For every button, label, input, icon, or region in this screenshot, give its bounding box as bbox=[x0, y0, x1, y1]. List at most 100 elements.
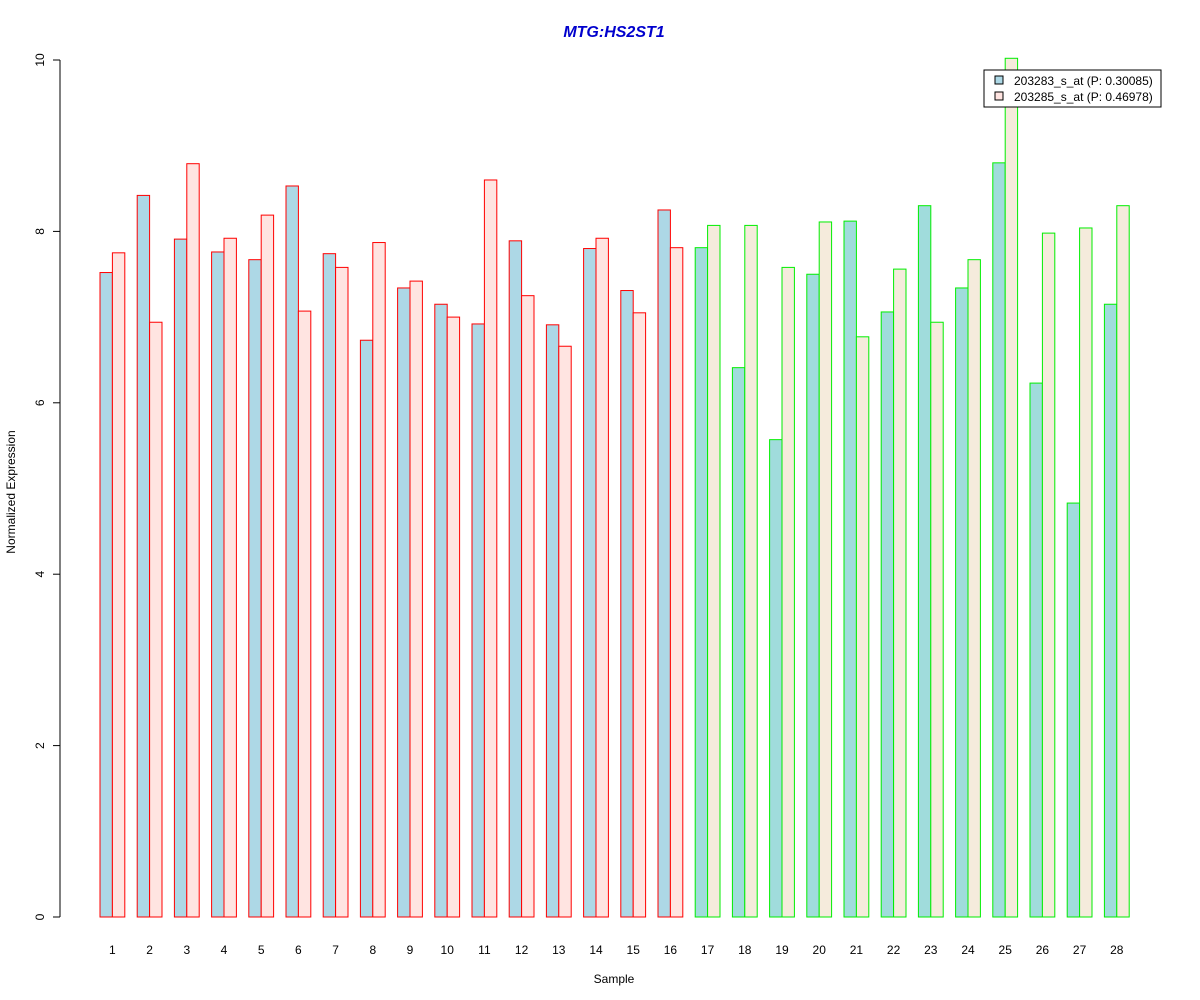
bar-series-2 bbox=[223, 237, 237, 918]
y-tick-label: 2 bbox=[33, 742, 47, 749]
bar-series-2 bbox=[967, 259, 981, 918]
x-tick-label: 2 bbox=[146, 943, 153, 957]
bar-series-1 bbox=[173, 238, 188, 918]
bar-series-1 bbox=[843, 220, 857, 918]
bar-series-1 bbox=[285, 185, 299, 918]
x-tick-label: 23 bbox=[924, 943, 938, 957]
bar-series-2 bbox=[186, 163, 200, 918]
bar-series-2 bbox=[558, 345, 572, 918]
y-tick-label: 10 bbox=[33, 53, 47, 67]
chart-title: MTG:HS2ST1 bbox=[563, 24, 664, 41]
x-tick-label: 9 bbox=[407, 943, 414, 957]
x-tick-label: 5 bbox=[258, 943, 265, 957]
x-tick-label: 22 bbox=[887, 943, 901, 957]
bar-series-1 bbox=[211, 251, 225, 918]
x-tick-label: 16 bbox=[664, 943, 678, 957]
bar-series-1 bbox=[397, 287, 411, 918]
x-tick-label: 10 bbox=[441, 943, 455, 957]
bar-series-2 bbox=[744, 224, 758, 918]
bar-series-1 bbox=[880, 311, 895, 918]
bar-series-2 bbox=[707, 224, 721, 918]
bar-series-1 bbox=[434, 303, 448, 918]
legend: 203283_s_at (P: 0.30085) 203285_s_at (P:… bbox=[983, 69, 1162, 108]
bar-series-2 bbox=[111, 252, 126, 918]
y-tick-label: 8 bbox=[33, 228, 47, 235]
x-tick-label: 20 bbox=[813, 943, 827, 957]
bar-series-1 bbox=[657, 209, 671, 918]
bar-series-2 bbox=[669, 247, 684, 918]
bar-series-1 bbox=[545, 324, 560, 918]
bar-series-2 bbox=[409, 280, 423, 918]
bar-series-1 bbox=[769, 439, 783, 918]
x-tick-label: 13 bbox=[552, 943, 566, 957]
x-tick-label: 25 bbox=[999, 943, 1013, 957]
bar-series-2 bbox=[781, 266, 795, 918]
legend-swatch-series-2 bbox=[994, 91, 1004, 101]
bar-series-2 bbox=[1116, 205, 1130, 918]
bar-series-1 bbox=[359, 339, 374, 918]
bar-series-2 bbox=[297, 310, 312, 918]
bar-series-1 bbox=[731, 367, 746, 918]
bar-series-2 bbox=[930, 321, 944, 918]
bar-series-2 bbox=[260, 214, 275, 918]
bar-series-2 bbox=[893, 268, 907, 918]
bar-series-2 bbox=[335, 266, 349, 918]
legend-box bbox=[983, 69, 1162, 108]
x-tick-label: 14 bbox=[589, 943, 603, 957]
bar-series-1 bbox=[1066, 502, 1081, 918]
bar-series-1 bbox=[136, 194, 151, 918]
x-tick-label: 19 bbox=[775, 943, 789, 957]
bars bbox=[99, 57, 1130, 918]
x-axis-labels: 1 2 3 4 5 6 7 8 9 10 11 12 13 14 15 16 17 18 19 20 21 22 23 24 2… bbox=[109, 943, 1124, 957]
bar-series-1 bbox=[248, 259, 262, 918]
bar-series-2 bbox=[818, 221, 833, 918]
bar-series-1 bbox=[917, 205, 932, 918]
y-tick-label: 0 bbox=[33, 913, 47, 920]
x-tick-label: 1 bbox=[109, 943, 116, 957]
x-tick-label: 12 bbox=[515, 943, 529, 957]
x-tick-label: 18 bbox=[738, 943, 752, 957]
x-axis-label: Sample bbox=[594, 972, 635, 986]
bar-series-2 bbox=[446, 316, 461, 918]
bar-series-1 bbox=[322, 253, 337, 918]
bar-series-1 bbox=[1103, 303, 1118, 918]
y-tick-label: 6 bbox=[33, 399, 47, 406]
bar-series-2 bbox=[1041, 232, 1056, 918]
bar-series-2 bbox=[595, 237, 609, 918]
bar-series-2 bbox=[855, 336, 870, 918]
x-tick-label: 26 bbox=[1036, 943, 1050, 957]
x-tick-label: 4 bbox=[221, 943, 228, 957]
bar-series-1 bbox=[471, 323, 485, 918]
x-tick-label: 11 bbox=[478, 943, 491, 957]
bar-series-2 bbox=[521, 295, 535, 918]
bar-series-1 bbox=[620, 290, 634, 918]
x-tick-label: 3 bbox=[183, 943, 190, 957]
x-tick-label: 7 bbox=[332, 943, 339, 957]
x-tick-label: 28 bbox=[1110, 943, 1124, 957]
bar-series-1 bbox=[806, 273, 820, 918]
x-tick-label: 17 bbox=[701, 943, 715, 957]
x-tick-label: 15 bbox=[627, 943, 641, 957]
legend-label-series-2: 203285_s_at (P: 0.46978) bbox=[1014, 90, 1153, 104]
bar-series-2 bbox=[632, 312, 647, 918]
x-tick-label: 24 bbox=[961, 943, 975, 957]
y-axis-label: Normalized Expression bbox=[4, 430, 18, 553]
bar-series-1 bbox=[992, 162, 1006, 918]
bar-series-2 bbox=[1004, 57, 1019, 918]
bar-series-2 bbox=[1079, 227, 1093, 918]
legend-swatch-series-1 bbox=[994, 75, 1004, 85]
y-axis: 0 2 4 6 8 10 bbox=[33, 53, 61, 920]
legend-label-series-1: 203283_s_at (P: 0.30085) bbox=[1014, 74, 1153, 88]
x-tick-label: 6 bbox=[295, 943, 302, 957]
x-tick-label: 21 bbox=[850, 943, 864, 957]
bar-series-1 bbox=[955, 287, 969, 918]
bar-series-1 bbox=[508, 240, 523, 918]
bar-series-2 bbox=[483, 179, 498, 918]
x-tick-label: 8 bbox=[369, 943, 376, 957]
bar-series-2 bbox=[149, 321, 163, 918]
y-tick-label: 4 bbox=[33, 571, 47, 578]
bar-series-2 bbox=[372, 242, 386, 918]
bar-series-1 bbox=[99, 272, 113, 918]
bar-series-1 bbox=[1029, 382, 1043, 918]
